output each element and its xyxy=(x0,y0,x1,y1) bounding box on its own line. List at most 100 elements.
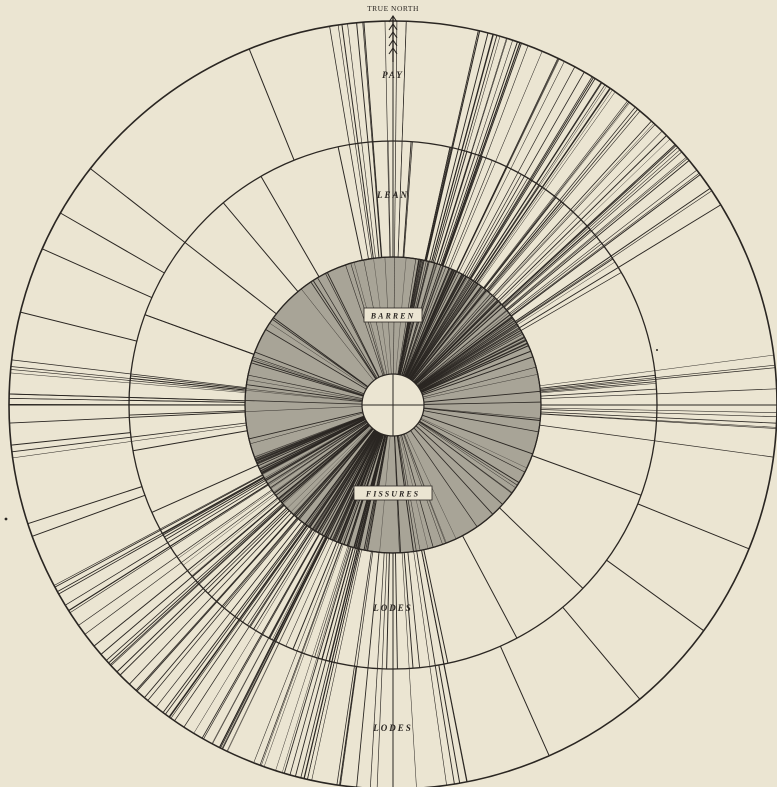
fissure-ray xyxy=(298,428,374,520)
lode-ray xyxy=(442,42,522,266)
fissure-ray xyxy=(418,320,515,388)
fissure-ray xyxy=(410,283,479,380)
lode-ray xyxy=(162,476,265,535)
lode-ray xyxy=(84,493,275,635)
lode-ray xyxy=(253,542,340,763)
fissure-ray xyxy=(301,288,374,381)
lode-ray xyxy=(294,547,356,777)
lode-ray xyxy=(321,547,354,660)
middle-segment-divider xyxy=(462,535,518,639)
fissure-ray xyxy=(262,419,366,475)
fissure-ray xyxy=(418,421,518,486)
lode-ray xyxy=(370,552,385,787)
lode-ray xyxy=(260,543,343,766)
fissure-ray xyxy=(422,356,534,396)
fissure-ray xyxy=(421,345,529,393)
fissure-ray xyxy=(411,287,484,381)
lode-ray xyxy=(100,500,281,655)
fissure-ray xyxy=(413,295,493,383)
lode-ray xyxy=(431,34,494,263)
lodes-outer-label: LODES xyxy=(372,723,413,733)
fissure-ray xyxy=(405,269,452,377)
lode-ray xyxy=(458,61,565,273)
fissure-ray xyxy=(423,390,541,403)
fissure-ray xyxy=(310,281,377,380)
fissure-ray xyxy=(267,421,367,485)
lode-ray xyxy=(9,398,246,403)
true-north-label: TRUE NORTH xyxy=(367,4,419,13)
lode-ray xyxy=(174,526,310,722)
lode-ray xyxy=(247,528,312,626)
fissure-ray xyxy=(423,374,538,399)
lode-ray xyxy=(388,140,391,258)
fissure-ray xyxy=(418,422,516,488)
fissure-ray xyxy=(419,328,521,390)
fissure-ray xyxy=(254,415,365,458)
middle-segment-divider xyxy=(423,549,449,664)
lode-ray xyxy=(314,546,350,658)
lode-ray xyxy=(162,523,305,713)
fissure-ray xyxy=(420,338,526,392)
lode-ray xyxy=(285,540,334,647)
outer-segment-divider xyxy=(27,486,143,525)
fissure-ray xyxy=(410,282,477,380)
lode-ray xyxy=(432,35,498,263)
lode-ray xyxy=(271,536,326,640)
lode-ray xyxy=(135,514,295,691)
fissure-ray xyxy=(408,276,468,379)
lode-ray xyxy=(413,551,447,786)
lode-ray xyxy=(11,359,247,388)
lode-ray xyxy=(440,41,518,266)
lode-ray xyxy=(57,476,264,592)
fissure-ray xyxy=(245,388,363,402)
lode-ray xyxy=(421,550,468,782)
fissure-ray xyxy=(257,417,365,467)
lode-ray xyxy=(502,147,679,306)
lode-ray xyxy=(106,503,283,661)
fissure-ray xyxy=(246,384,363,402)
lode-ray xyxy=(183,528,313,728)
lode-ray xyxy=(470,78,596,280)
middle-segment-divider xyxy=(328,548,358,662)
lode-ray xyxy=(501,145,677,306)
lode-ray xyxy=(436,38,507,264)
lode-ray xyxy=(470,77,594,279)
lode-ray xyxy=(218,536,327,748)
lode-ray xyxy=(211,535,324,744)
lode-ray xyxy=(505,156,687,310)
lode-ray xyxy=(483,100,628,288)
lode-ray xyxy=(9,393,246,402)
lode-ray xyxy=(462,66,576,275)
fissure-ray xyxy=(254,351,365,395)
lode-ray xyxy=(407,552,421,668)
lode-ray xyxy=(362,22,382,258)
middle-segment-divider xyxy=(151,464,259,513)
lode-ray xyxy=(58,477,265,595)
lode-ray xyxy=(281,546,351,773)
fissure-ray xyxy=(414,298,496,383)
lode-ray xyxy=(155,521,302,708)
fissure-ray xyxy=(265,420,367,482)
lode-ray xyxy=(65,481,267,606)
lode-ray xyxy=(464,174,522,276)
lode-ray xyxy=(483,101,630,289)
fissure-ray xyxy=(245,400,363,405)
fissure-ray xyxy=(407,275,465,378)
lode-ray xyxy=(201,533,320,739)
fissure-ray xyxy=(410,430,478,527)
lode-ray xyxy=(540,388,777,400)
lode-ray xyxy=(442,156,483,266)
lode-ray xyxy=(403,141,413,258)
lode-ray xyxy=(193,531,317,734)
lode-ray xyxy=(493,124,656,298)
fissure-ray xyxy=(248,374,363,400)
lode-ray xyxy=(376,552,388,787)
fissure-ray xyxy=(321,431,379,536)
fissure-ray xyxy=(304,429,375,525)
lode-ray xyxy=(227,538,330,752)
fissure-ray xyxy=(420,418,526,473)
fissure-ray xyxy=(251,359,364,397)
lode-ray xyxy=(275,545,349,771)
lode-ray xyxy=(116,507,287,673)
fissure-ray xyxy=(269,323,368,389)
